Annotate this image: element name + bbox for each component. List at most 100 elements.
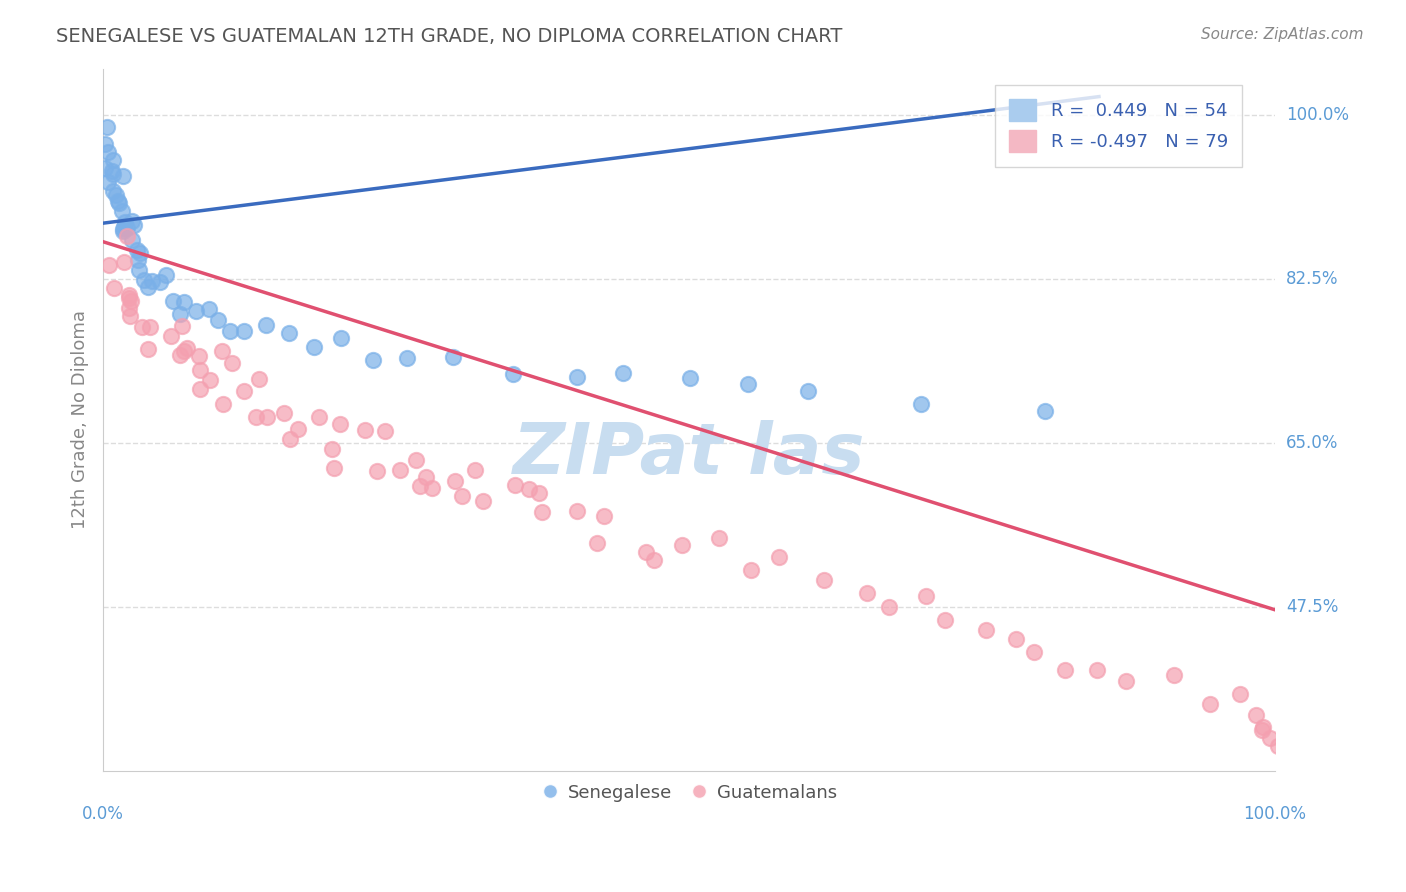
- Point: [1199, 697, 1222, 711]
- Point: [121, 214, 143, 228]
- Point: [517, 482, 540, 496]
- Point: [97, 258, 120, 272]
- Point: [114, 215, 136, 229]
- Point: [188, 382, 211, 396]
- Point: [612, 366, 634, 380]
- Point: [211, 397, 233, 411]
- Point: [211, 344, 233, 359]
- Point: [104, 188, 127, 202]
- Point: [1229, 687, 1251, 701]
- Point: [420, 481, 443, 495]
- Point: [329, 331, 352, 345]
- Point: [974, 624, 997, 638]
- Point: [278, 432, 301, 446]
- Point: [221, 356, 243, 370]
- Point: [120, 309, 142, 323]
- Point: [1251, 720, 1274, 734]
- Point: [254, 318, 277, 332]
- Point: [121, 233, 143, 247]
- Text: ZIPat las: ZIPat las: [513, 420, 865, 489]
- Point: [472, 493, 495, 508]
- Point: [707, 531, 730, 545]
- Point: [374, 424, 396, 438]
- Point: [768, 550, 790, 565]
- Point: [233, 384, 256, 399]
- Point: [363, 353, 385, 368]
- Point: [131, 320, 153, 334]
- Point: [855, 585, 877, 599]
- Point: [115, 229, 138, 244]
- Point: [249, 372, 271, 386]
- Point: [910, 397, 932, 411]
- Point: [740, 563, 762, 577]
- Point: [813, 573, 835, 587]
- Point: [141, 274, 163, 288]
- Point: [101, 184, 124, 198]
- Point: [737, 377, 759, 392]
- Y-axis label: 12th Grade, No Diploma: 12th Grade, No Diploma: [72, 310, 89, 529]
- Point: [118, 287, 141, 301]
- Point: [245, 409, 267, 424]
- Text: 47.5%: 47.5%: [1286, 598, 1339, 615]
- Point: [111, 204, 134, 219]
- Text: 0.0%: 0.0%: [82, 805, 124, 823]
- Point: [409, 478, 432, 492]
- Point: [111, 223, 134, 237]
- Point: [388, 463, 411, 477]
- Text: SENEGALESE VS GUATEMALAN 12TH GRADE, NO DIPLOMA CORRELATION CHART: SENEGALESE VS GUATEMALAN 12TH GRADE, NO …: [56, 27, 842, 45]
- Point: [94, 161, 117, 175]
- Point: [112, 219, 135, 234]
- Point: [103, 280, 125, 294]
- Point: [877, 599, 900, 614]
- Point: [186, 303, 208, 318]
- Point: [302, 340, 325, 354]
- Point: [464, 463, 486, 477]
- Point: [441, 351, 464, 365]
- Point: [118, 291, 141, 305]
- Point: [366, 464, 388, 478]
- Point: [112, 255, 135, 269]
- Point: [138, 342, 160, 356]
- Point: [127, 243, 149, 257]
- Point: [273, 406, 295, 420]
- Legend: Senegalese, Guatemalans: Senegalese, Guatemalans: [531, 774, 846, 811]
- Point: [97, 145, 120, 159]
- Point: [593, 508, 616, 523]
- Point: [112, 221, 135, 235]
- Point: [111, 169, 134, 183]
- Point: [188, 363, 211, 377]
- Point: [1005, 632, 1028, 647]
- Point: [1115, 673, 1137, 688]
- Point: [149, 275, 172, 289]
- Point: [198, 373, 221, 387]
- Point: [322, 461, 344, 475]
- Point: [118, 301, 141, 315]
- Point: [565, 370, 588, 384]
- Point: [115, 221, 138, 235]
- Point: [173, 344, 195, 359]
- Point: [101, 153, 124, 167]
- Point: [1244, 707, 1267, 722]
- Point: [136, 280, 159, 294]
- Point: [162, 293, 184, 308]
- Point: [934, 614, 956, 628]
- Point: [278, 326, 301, 341]
- Point: [97, 175, 120, 189]
- Point: [96, 120, 118, 134]
- Point: [128, 262, 150, 277]
- Point: [197, 302, 219, 317]
- Point: [1053, 663, 1076, 677]
- Point: [176, 341, 198, 355]
- Point: [329, 417, 352, 431]
- Point: [671, 538, 693, 552]
- Point: [101, 164, 124, 178]
- Point: [643, 553, 665, 567]
- Point: [321, 442, 343, 457]
- Point: [173, 294, 195, 309]
- Point: [127, 253, 149, 268]
- Point: [586, 536, 609, 550]
- Text: Source: ZipAtlas.com: Source: ZipAtlas.com: [1201, 27, 1364, 42]
- Point: [451, 489, 474, 503]
- Point: [405, 452, 427, 467]
- Point: [155, 268, 177, 282]
